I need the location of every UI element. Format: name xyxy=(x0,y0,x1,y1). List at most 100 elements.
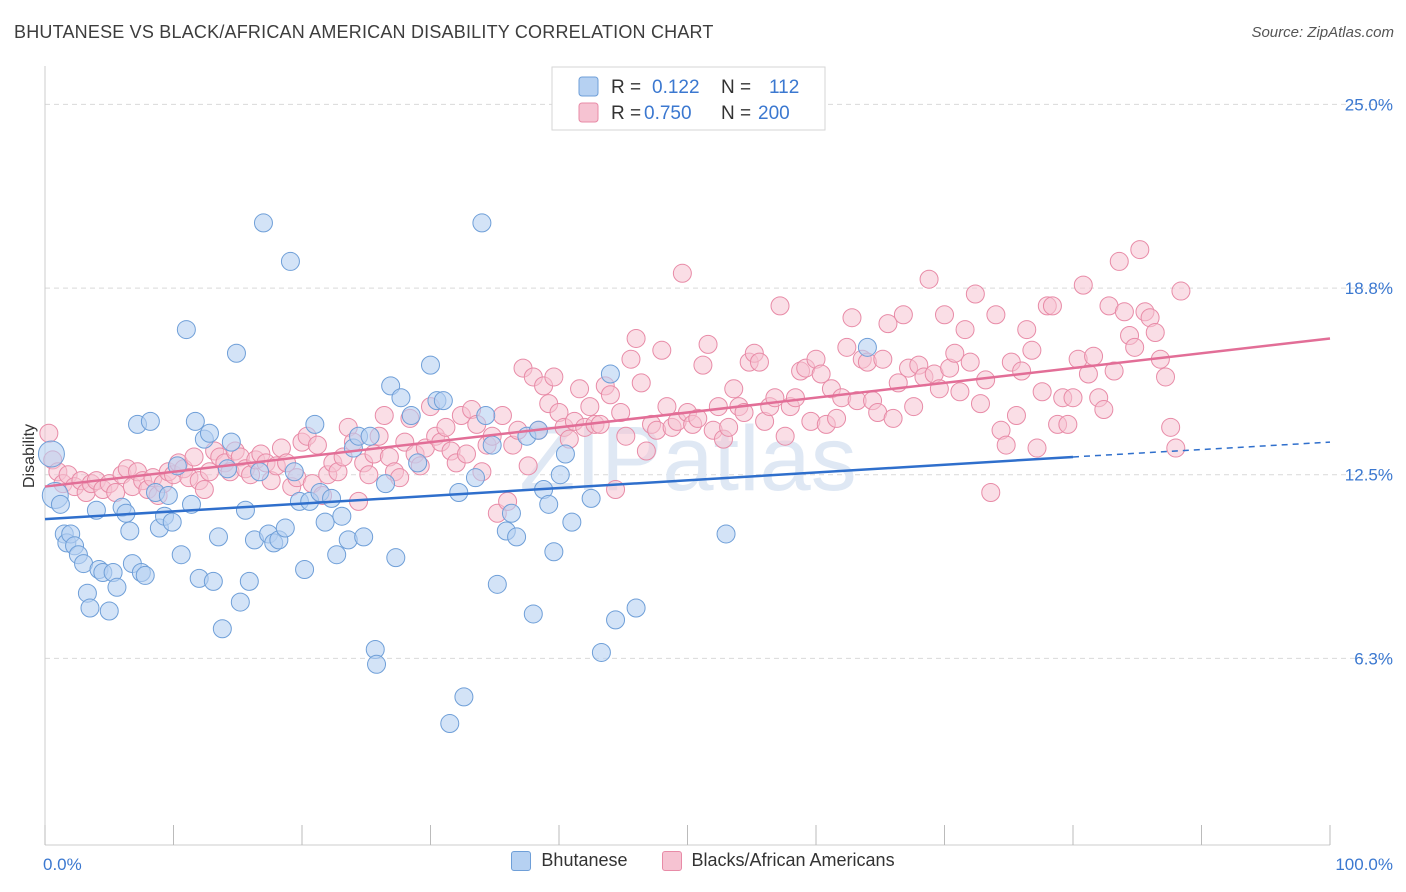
source-credit: Source: ZipAtlas.com xyxy=(1251,24,1394,41)
data-point-bhutanese xyxy=(544,542,564,562)
data-point-bhutanese xyxy=(391,388,411,408)
legend-r-value: 0.122 xyxy=(652,77,700,98)
data-point-bhutanese xyxy=(367,654,387,674)
legend-n-value: 112 xyxy=(769,77,799,98)
data-point-bhutanese xyxy=(501,503,521,523)
legend-n-label: N = xyxy=(721,77,751,98)
data-point-blacks xyxy=(878,314,898,334)
data-point-blacks xyxy=(1006,405,1026,425)
legend-r-value: 0.750 xyxy=(644,103,692,124)
data-point-blacks xyxy=(883,408,903,428)
data-point-blacks xyxy=(749,352,769,372)
y-tick-label: 18.8% xyxy=(1345,279,1393,298)
y-tick-label: 6.3% xyxy=(1354,649,1393,668)
data-point-bhutanese xyxy=(158,485,178,505)
data-point-bhutanese xyxy=(315,512,335,532)
data-point-bhutanese xyxy=(487,574,507,594)
data-point-blacks xyxy=(436,417,456,437)
legend-r-label: R = xyxy=(611,103,641,124)
data-point-blacks xyxy=(39,423,59,443)
data-point-blacks xyxy=(672,263,692,283)
data-point-bhutanese xyxy=(140,411,160,431)
data-point-blacks xyxy=(307,435,327,455)
data-point-bhutanese xyxy=(507,527,527,547)
data-point-blacks xyxy=(1063,388,1083,408)
data-point-blacks xyxy=(698,334,718,354)
data-point-bhutanese xyxy=(408,453,428,473)
axes xyxy=(44,66,1331,846)
data-point-blacks xyxy=(621,349,641,369)
data-point-blacks xyxy=(935,305,954,325)
data-point-bhutanese xyxy=(401,405,421,425)
data-point-bhutanese xyxy=(107,577,127,597)
data-point-blacks xyxy=(981,482,1001,502)
data-point-bhutanese xyxy=(476,405,496,425)
data-point-blacks xyxy=(1161,417,1181,437)
legend-swatch-bhutanese xyxy=(511,850,532,871)
data-point-bhutanese xyxy=(284,462,304,482)
trend-line-bhutanese-extension xyxy=(1072,441,1331,458)
data-point-blacks xyxy=(1156,367,1176,387)
data-point-blacks xyxy=(1078,364,1098,384)
data-point-bhutanese xyxy=(562,512,582,532)
data-point-bhutanese xyxy=(199,423,219,443)
data-point-blacks xyxy=(652,340,672,360)
bottom-legend: Bhutanese Blacks/African Americans xyxy=(0,850,1406,871)
data-point-blacks xyxy=(832,388,852,408)
series-bhutanese-points xyxy=(37,213,877,734)
data-point-bhutanese xyxy=(322,488,342,508)
data-point-blacks xyxy=(626,328,646,348)
data-point-blacks xyxy=(893,305,913,325)
data-point-blacks xyxy=(184,447,204,467)
data-point-blacks xyxy=(570,379,590,399)
data-point-blacks xyxy=(919,269,939,289)
data-point-blacks xyxy=(811,364,831,384)
x-tick-label: 100.0% xyxy=(1335,855,1393,874)
data-point-bhutanese xyxy=(555,444,575,464)
data-point-bhutanese xyxy=(235,500,255,520)
data-point-bhutanese xyxy=(523,604,543,624)
data-point-blacks xyxy=(837,337,857,357)
data-point-bhutanese xyxy=(857,337,877,357)
data-point-blacks xyxy=(1109,251,1129,271)
data-point-bhutanese xyxy=(472,213,492,233)
data-point-bhutanese xyxy=(176,320,196,340)
data-point-blacks xyxy=(1094,400,1114,420)
data-point-bhutanese xyxy=(135,565,155,585)
legend-item-bhutanese: Bhutanese xyxy=(511,850,628,871)
legend-swatch-blacks xyxy=(661,850,682,871)
data-point-blacks xyxy=(1130,240,1150,260)
data-point-blacks xyxy=(950,382,970,402)
data-point-blacks xyxy=(1104,361,1124,381)
data-point-blacks xyxy=(1125,337,1145,357)
data-point-bhutanese xyxy=(327,545,347,565)
data-point-bhutanese xyxy=(171,545,191,565)
data-point-blacks xyxy=(1017,320,1037,340)
y-axis-label: Disability xyxy=(21,424,38,488)
data-point-blacks xyxy=(636,441,656,461)
data-point-blacks xyxy=(456,444,476,464)
data-point-blacks xyxy=(359,465,379,485)
data-point-blacks xyxy=(688,408,708,428)
data-point-bhutanese xyxy=(208,527,228,547)
legend-swatch-blacks xyxy=(578,102,599,123)
data-point-blacks xyxy=(965,284,985,304)
data-point-bhutanese xyxy=(226,343,246,363)
y-tick-labels: 6.3% 12.5% 18.8% 25.0% xyxy=(1345,95,1393,668)
data-point-bhutanese xyxy=(99,601,119,621)
data-point-bhutanese xyxy=(253,213,273,233)
legend-n-label: N = xyxy=(721,103,751,124)
data-point-bhutanese xyxy=(80,598,100,618)
data-point-blacks xyxy=(1114,302,1134,322)
data-point-blacks xyxy=(1166,438,1186,458)
data-point-blacks xyxy=(631,373,651,393)
chart-title: BHUTANESE VS BLACK/AFRICAN AMERICAN DISA… xyxy=(14,22,714,42)
data-point-blacks xyxy=(1073,275,1093,295)
legend-item-blacks: Blacks/African Americans xyxy=(661,850,895,871)
data-point-bhutanese xyxy=(250,462,270,482)
data-point-bhutanese xyxy=(212,619,232,639)
data-point-blacks xyxy=(544,367,564,387)
y-tick-label: 25.0% xyxy=(1345,95,1393,114)
data-point-bhutanese xyxy=(217,459,237,479)
data-point-blacks xyxy=(827,408,847,428)
